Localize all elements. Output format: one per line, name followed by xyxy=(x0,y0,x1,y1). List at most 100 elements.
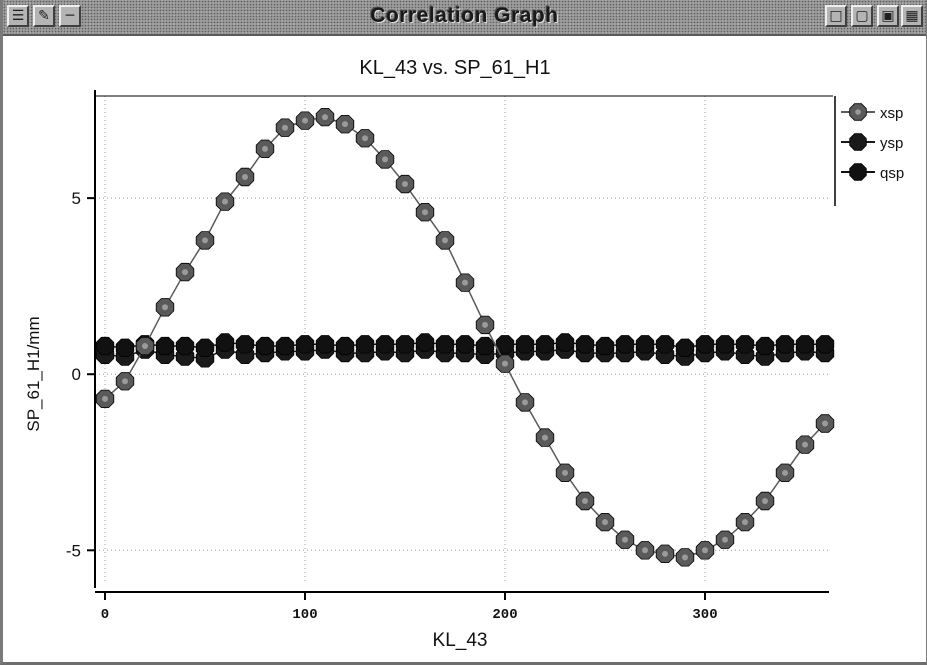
y-tick-label: 5 xyxy=(72,189,81,208)
data-point-center-xsp xyxy=(822,420,828,427)
grid xyxy=(95,96,829,582)
data-point-center-xsp xyxy=(662,550,668,557)
data-point-qsp xyxy=(815,335,835,354)
data-point-qsp xyxy=(715,335,735,354)
legend-marker-ysp xyxy=(849,133,867,151)
data-point-qsp xyxy=(675,338,695,357)
data-point-center-xsp xyxy=(482,321,488,328)
data-point-center-xsp xyxy=(362,135,368,142)
legend-marker-qsp xyxy=(849,163,867,181)
series-xsp xyxy=(95,108,835,567)
correlation-chart: KL_43 vs. SP_61_H1 KL_43 SP_61_H1/mm 0 10… xyxy=(24,57,923,651)
data-point-center-xsp xyxy=(182,269,188,276)
data-point-center-xsp xyxy=(382,156,388,163)
data-point-qsp xyxy=(95,336,115,356)
data-point-qsp xyxy=(555,333,575,352)
data-point-center-xsp xyxy=(442,237,448,244)
data-point-center-xsp xyxy=(702,547,708,554)
data-point-qsp xyxy=(435,335,455,354)
window-title: Correlation Graph xyxy=(370,4,559,27)
data-point-center-xsp xyxy=(262,145,268,152)
data-point-center-xsp xyxy=(102,395,108,402)
x-axis-label: KL_43 xyxy=(433,630,488,651)
data-point-center-xsp xyxy=(522,399,528,406)
data-point-center-xsp xyxy=(802,441,808,448)
data-point-center-xsp xyxy=(222,198,228,205)
data-point-center-xsp xyxy=(142,343,148,350)
legend-label-xsp: xsp xyxy=(880,105,903,122)
data-point-qsp xyxy=(335,336,355,356)
data-point-center-xsp xyxy=(302,117,308,124)
data-point-qsp xyxy=(475,336,495,356)
data-point-qsp xyxy=(575,335,595,354)
data-point-qsp xyxy=(695,335,715,354)
data-point-center-xsp xyxy=(502,360,508,367)
data-point-center-xsp xyxy=(762,498,768,504)
data-point-center-xsp xyxy=(342,121,348,128)
title-bar[interactable]: ☰ ✎ ─ Correlation Graph □ ▢ ▣ ▦ xyxy=(3,0,926,36)
data-point-qsp xyxy=(155,336,175,356)
data-point-qsp xyxy=(375,335,395,354)
x-tick-label: 200 xyxy=(492,607,517,623)
data-point-qsp xyxy=(415,333,435,352)
x-tick-label: 0 xyxy=(101,607,109,623)
data-point-center-xsp xyxy=(402,181,408,188)
data-series xyxy=(95,108,835,567)
data-point-center-xsp xyxy=(162,304,168,311)
data-point-center-xsp xyxy=(582,498,588,504)
data-point-qsp xyxy=(515,335,535,354)
data-point-qsp xyxy=(195,338,215,357)
data-point-qsp xyxy=(395,335,415,354)
data-point-center-xsp xyxy=(242,174,248,180)
data-point-center-xsp xyxy=(782,469,788,476)
close-icon[interactable]: ▦ xyxy=(901,5,923,27)
data-point-qsp xyxy=(235,335,255,354)
tick-labels: 0 100 200 300 -5 0 5 xyxy=(66,189,718,623)
data-point-qsp xyxy=(615,335,635,354)
data-point-qsp xyxy=(655,335,675,354)
data-point-qsp xyxy=(215,333,235,352)
restore-icon[interactable]: ▣ xyxy=(877,5,899,27)
data-point-qsp xyxy=(115,338,135,357)
data-point-center-xsp xyxy=(462,279,468,286)
pencil-icon[interactable]: ✎ xyxy=(33,5,55,27)
data-point-center-xsp xyxy=(642,547,648,554)
series-qsp xyxy=(95,333,835,357)
y-tick-label: -5 xyxy=(66,541,81,560)
data-point-qsp xyxy=(355,335,375,354)
data-point-qsp xyxy=(795,335,815,354)
y-axis-label: SP_61_H1/mm xyxy=(24,316,43,431)
data-point-center-xsp xyxy=(682,554,688,561)
data-point-qsp xyxy=(755,336,775,356)
legend-label-qsp: qsp xyxy=(880,165,904,182)
legend-label-ysp: ysp xyxy=(880,135,903,152)
x-tick-label: 100 xyxy=(292,607,317,623)
data-point-center-xsp xyxy=(602,519,608,526)
data-point-center-xsp xyxy=(282,124,288,131)
data-point-qsp xyxy=(735,335,755,354)
minimize-bar-icon[interactable]: ─ xyxy=(59,5,81,27)
data-point-qsp xyxy=(275,336,295,356)
chart-title: KL_43 vs. SP_61_H1 xyxy=(359,57,550,79)
data-point-qsp xyxy=(595,336,615,356)
data-point-center-xsp xyxy=(742,519,748,526)
maximize-icon[interactable]: ▢ xyxy=(851,5,873,27)
x-tick-label: 300 xyxy=(692,607,717,623)
data-point-qsp xyxy=(175,336,195,356)
y-tick-label: 0 xyxy=(72,365,81,384)
data-point-qsp xyxy=(315,335,335,354)
legend-marker-center-xsp xyxy=(855,109,861,115)
minimize-icon[interactable]: □ xyxy=(825,5,847,27)
data-point-center-xsp xyxy=(202,237,208,244)
data-point-center-xsp xyxy=(622,536,628,543)
data-point-qsp xyxy=(455,335,475,354)
menu-icon[interactable]: ☰ xyxy=(7,5,29,27)
data-point-qsp xyxy=(255,336,275,356)
data-point-qsp xyxy=(495,335,515,354)
legend: xsp ysp qsp xyxy=(834,92,923,210)
data-point-center-xsp xyxy=(562,469,568,476)
axes xyxy=(87,90,833,600)
data-point-center-xsp xyxy=(542,434,548,441)
legend-box xyxy=(835,92,923,210)
